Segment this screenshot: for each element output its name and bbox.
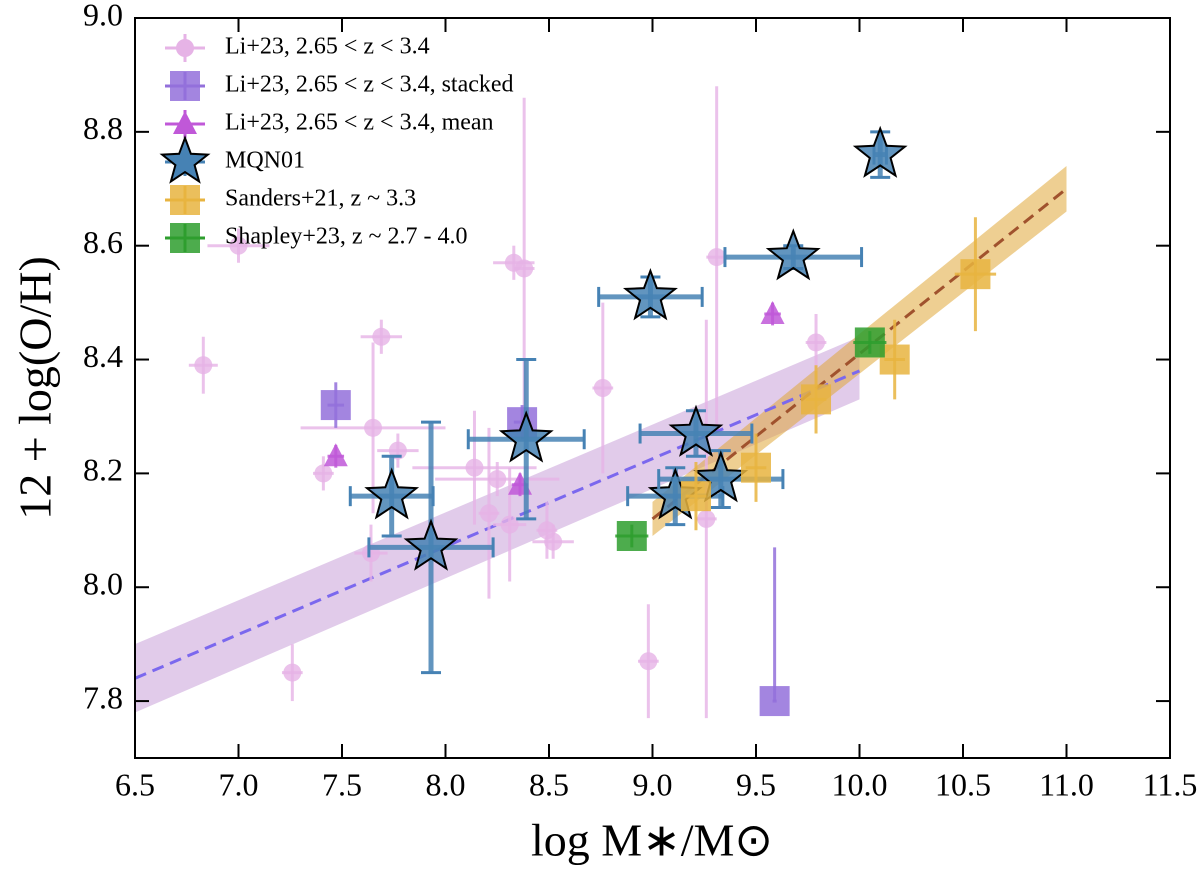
- legend-marker: [170, 71, 200, 101]
- y-axis-label: 12 + log(O/H): [10, 256, 61, 520]
- plot-area: [134, 86, 1068, 719]
- point: [593, 379, 612, 397]
- point: [479, 504, 498, 523]
- legend-item: Li+23, 2.65 < z < 3.4, mean: [165, 110, 494, 138]
- point: [960, 259, 991, 290]
- point: [854, 327, 885, 358]
- x-axis-label: log M∗/M⊙: [531, 815, 773, 866]
- fit-line: [134, 369, 861, 680]
- y-tick-label: 7.8: [83, 679, 123, 715]
- legend-marker: [173, 111, 197, 134]
- legend: Li+23, 2.65 < z < 3.4 Li+23, 2.65 < z < 3…: [159, 34, 514, 253]
- point: [801, 384, 832, 415]
- legend-marker: [170, 223, 200, 253]
- legend-marker: [159, 135, 211, 184]
- point: [852, 125, 908, 178]
- point: [465, 458, 484, 477]
- legend-label: Li+23, 2.65 < z < 3.4, mean: [225, 110, 494, 136]
- y-tick-label: 8.6: [83, 224, 123, 260]
- point: [314, 464, 333, 483]
- y-tick-label: 8.2: [83, 452, 123, 488]
- x-tick-label: 9.5: [736, 766, 776, 802]
- point: [759, 686, 790, 717]
- y-tick-label: 8.4: [83, 338, 123, 374]
- legend-item: Li+23, 2.65 < z < 3.4: [165, 34, 430, 62]
- point: [680, 481, 711, 512]
- x-tick-label: 10.0: [832, 766, 888, 802]
- point: [488, 470, 507, 489]
- x-tick-label: 7.0: [219, 766, 259, 802]
- point: [283, 663, 302, 682]
- x-tick-label: 11.5: [1143, 766, 1198, 802]
- point: [544, 532, 563, 551]
- point: [403, 518, 459, 571]
- point: [765, 228, 821, 281]
- legend-item: Sanders+21, z ~ 3.3: [165, 185, 416, 215]
- x-tick-label: 7.5: [322, 766, 362, 802]
- point: [323, 443, 348, 467]
- x-tick-label: 6.5: [115, 766, 155, 802]
- point: [194, 356, 213, 375]
- y-tick-label: 8.8: [83, 110, 123, 146]
- y-tick-label: 9.0: [83, 0, 123, 32]
- point: [229, 236, 248, 255]
- legend-label: MQN01: [225, 148, 305, 174]
- point: [500, 515, 519, 534]
- point: [693, 450, 749, 503]
- x-tick-label: 8.0: [426, 766, 466, 802]
- point: [622, 268, 678, 321]
- point: [668, 404, 724, 457]
- point: [498, 410, 554, 463]
- x-tick-label: 11.0: [1039, 766, 1094, 802]
- point: [364, 418, 383, 437]
- point: [364, 467, 420, 520]
- point: [372, 327, 391, 346]
- legend-item: MQN01: [159, 135, 305, 184]
- y-tick-label: 8.0: [83, 566, 123, 602]
- x-tick-label: 8.5: [529, 766, 569, 802]
- legend-item: Li+23, 2.65 < z < 3.4, stacked: [165, 71, 514, 101]
- legend-item: Shapley+23, z ~ 2.7 - 4.0: [165, 223, 467, 253]
- legend-label: Sanders+21, z ~ 3.3: [225, 186, 416, 212]
- point: [616, 521, 647, 551]
- x-tick-label: 9.0: [633, 766, 673, 802]
- point: [697, 509, 716, 528]
- legend-marker: [170, 185, 200, 215]
- point: [320, 390, 351, 421]
- legend-label: Li+23, 2.65 < z < 3.4: [225, 34, 430, 60]
- point: [707, 248, 726, 267]
- legend-marker: [176, 39, 194, 57]
- legend-label: Shapley+23, z ~ 2.7 - 4.0: [225, 224, 467, 250]
- legend-label: Li+23, 2.65 < z < 3.4, stacked: [225, 72, 514, 98]
- point: [515, 259, 534, 278]
- fit-line: [651, 187, 1068, 521]
- point: [639, 652, 658, 671]
- point: [741, 452, 771, 483]
- x-tick-label: 10.5: [935, 766, 991, 802]
- point: [807, 333, 826, 352]
- point: [760, 301, 785, 324]
